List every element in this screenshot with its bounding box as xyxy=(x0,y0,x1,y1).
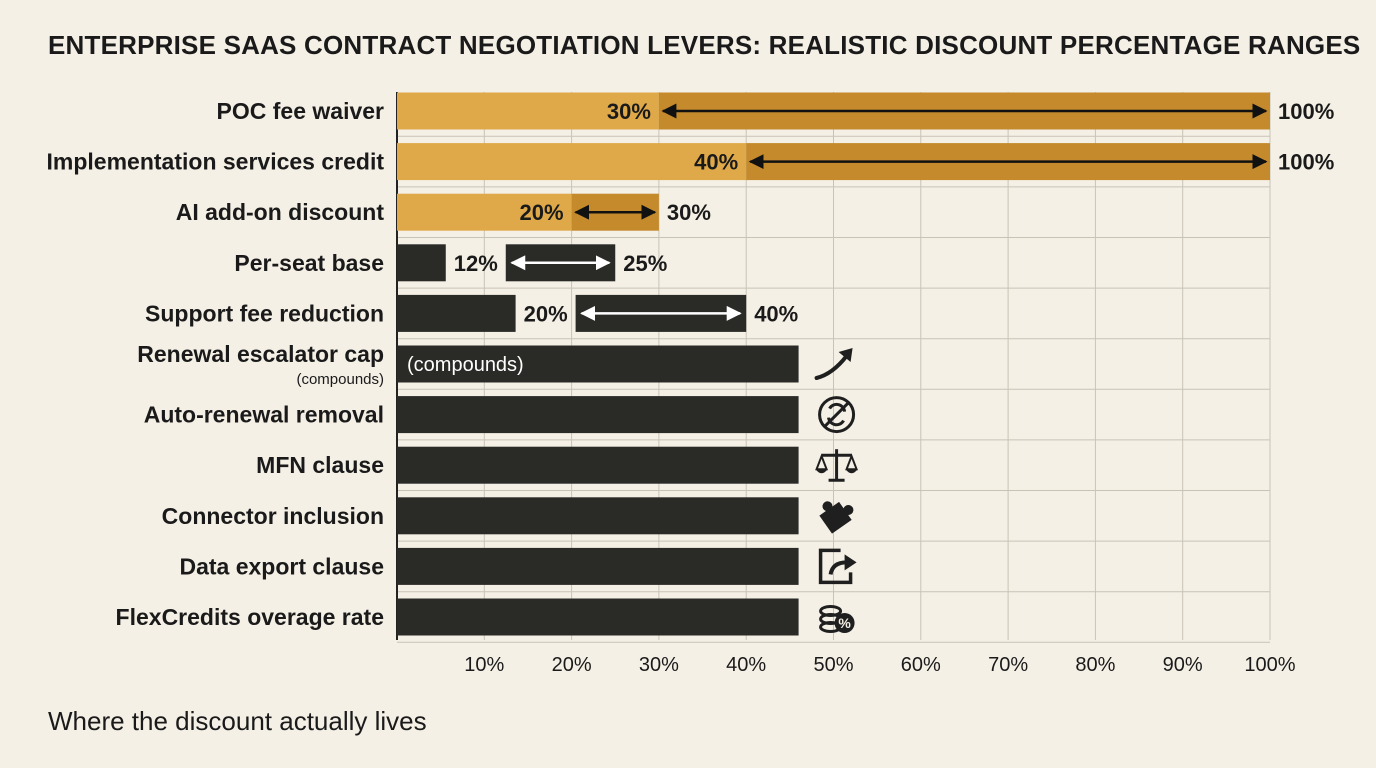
bar-block xyxy=(397,497,799,535)
range-low-label: 20% xyxy=(520,200,564,225)
bar-base-segment xyxy=(397,92,659,130)
range-high-label: 30% xyxy=(667,200,711,225)
bars: POC fee waiver 30% 100%Implementation serv… xyxy=(47,92,1334,636)
category-label: Per-seat base xyxy=(234,250,384,276)
bar-inner-label: (compounds) xyxy=(407,354,524,376)
category-label: FlexCredits overage rate xyxy=(116,604,384,630)
x-tick-label: 10% xyxy=(464,654,504,676)
bar-block xyxy=(397,598,799,636)
x-tick-label: 50% xyxy=(813,654,853,676)
upward-trend-arrow-icon xyxy=(814,348,853,380)
gridlines xyxy=(397,92,1271,643)
bar-row: Support fee reduction 20% 40% xyxy=(145,294,798,332)
category-label: Data export clause xyxy=(179,553,384,579)
bar-row: Renewal escalator cap (compounds) (compoun… xyxy=(137,341,853,388)
category-label: AI add-on discount xyxy=(176,199,385,225)
bar-row: Connector inclusion xyxy=(162,497,854,535)
bar-base-segment xyxy=(397,294,516,332)
bar-row: POC fee waiver 30% 100% xyxy=(217,92,1334,130)
bar-row: Data export clause xyxy=(179,547,857,585)
svg-text:%: % xyxy=(838,615,851,631)
x-tick-label: 90% xyxy=(1163,654,1203,676)
category-label: POC fee waiver xyxy=(217,98,385,124)
puzzle-piece-icon xyxy=(819,501,854,534)
category-label: Support fee reduction xyxy=(145,300,384,326)
bar-base-segment xyxy=(397,193,572,231)
range-high-label: 100% xyxy=(1278,150,1334,175)
bar-base-segment xyxy=(397,244,446,282)
bar-block xyxy=(397,446,799,484)
bar-block xyxy=(397,345,799,383)
bar-row: Auto-renewal removal xyxy=(144,396,856,434)
range-high-label: 40% xyxy=(754,301,798,326)
export-icon xyxy=(818,548,857,585)
bar-row: Per-seat base 12% 25% xyxy=(234,244,667,282)
coins-percent-icon: % xyxy=(819,605,855,633)
chart-title: ENTERPRISE SAAS CONTRACT NEGOTIATION LEV… xyxy=(48,30,1361,60)
range-high-label: 100% xyxy=(1278,99,1334,124)
category-sublabel: (compounds) xyxy=(296,371,384,388)
balance-scale-icon xyxy=(815,449,859,482)
bar-base-segment xyxy=(397,143,747,181)
range-low-label: 20% xyxy=(524,301,568,326)
x-tick-label: 40% xyxy=(726,654,766,676)
range-low-label: 30% xyxy=(607,99,651,124)
x-tick-label: 100% xyxy=(1244,654,1295,676)
category-label: Implementation services credit xyxy=(47,149,385,175)
x-tick-label: 70% xyxy=(988,654,1028,676)
range-low-label: 40% xyxy=(694,150,738,175)
range-high-label: 25% xyxy=(623,251,667,276)
bar-block xyxy=(397,396,799,434)
bar-row: Implementation services credit 40% 100% xyxy=(47,143,1334,181)
category-label: Auto-renewal removal xyxy=(144,402,384,428)
category-label: Connector inclusion xyxy=(162,503,384,529)
bar-row: FlexCredits overage rate% xyxy=(116,598,855,636)
bar-row: AI add-on discount 20% 30% xyxy=(176,193,711,231)
range-low-label: 12% xyxy=(454,251,498,276)
chart-caption: Where the discount actually lives xyxy=(48,706,427,736)
bar-row: MFN clause xyxy=(256,446,859,484)
x-tick-label: 60% xyxy=(901,654,941,676)
category-label: MFN clause xyxy=(256,452,384,478)
x-tick-label: 20% xyxy=(552,654,592,676)
no-renewal-icon xyxy=(818,396,856,434)
category-label: Renewal escalator cap xyxy=(137,341,384,367)
x-tick-label: 30% xyxy=(639,654,679,676)
x-tick-label: 80% xyxy=(1075,654,1115,676)
bar-block xyxy=(397,547,799,585)
x-axis-ticks: 10% 20% 30% 40% 50% 60% 70% 80% 90% 100% xyxy=(464,654,1296,676)
